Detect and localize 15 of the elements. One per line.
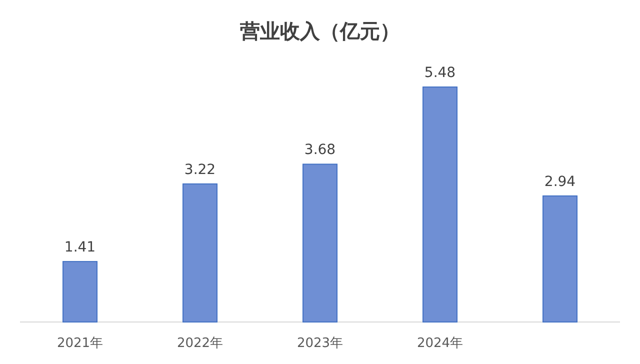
data-label: 3.22 bbox=[184, 162, 216, 178]
x-tick-label: 2024年 bbox=[416, 336, 464, 351]
data-label: 3.68 bbox=[304, 142, 336, 158]
bar bbox=[62, 261, 98, 322]
data-label: 5.48 bbox=[424, 65, 456, 81]
data-label: 1.41 bbox=[64, 240, 96, 256]
bar bbox=[302, 164, 338, 322]
x-tick-label: 2021年 bbox=[56, 336, 104, 351]
bar bbox=[422, 86, 458, 322]
x-tick-label: 2022年 bbox=[176, 336, 224, 351]
bar bbox=[182, 183, 218, 322]
x-tick-label: 2023年 bbox=[296, 336, 344, 351]
chart-title: 营业收入（亿元） bbox=[239, 19, 400, 43]
data-label: 2.94 bbox=[544, 174, 576, 190]
bar bbox=[542, 195, 578, 322]
